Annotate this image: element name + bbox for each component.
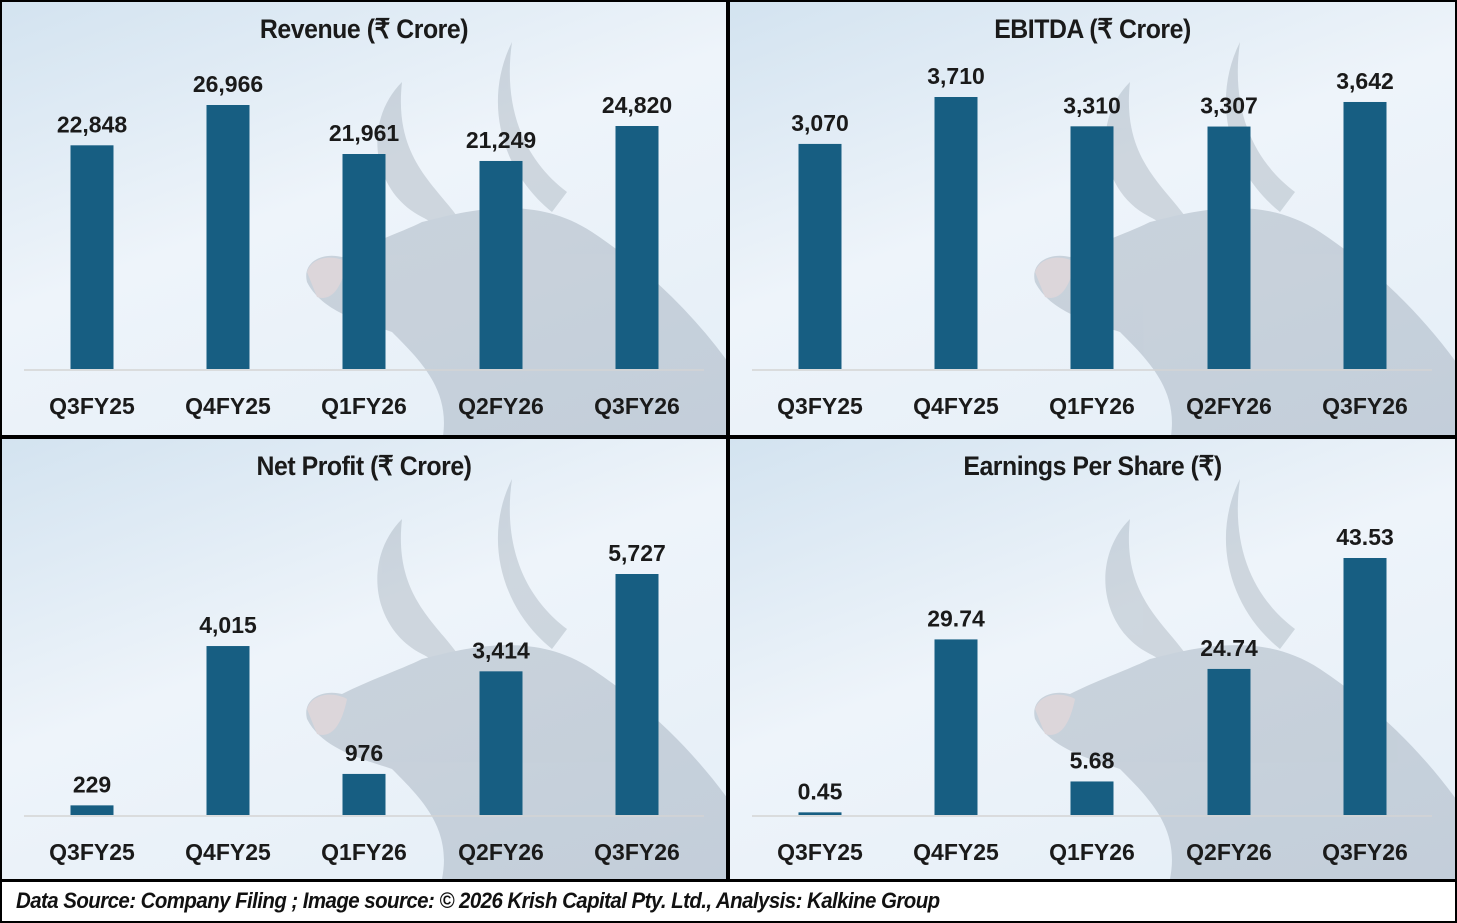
bar-eps-q3fy25 — [798, 812, 842, 815]
x-tick-label-q2fy26: Q2FY26 — [458, 839, 544, 865]
x-tick-label-q4fy25: Q4FY25 — [185, 839, 271, 865]
bar-net-profit-q3fy26 — [615, 574, 659, 815]
chart-svg-eps: 0.45 Q3FY25 29.74 Q4FY25 5.68 Q1FY26 24.74 Q2FY… — [752, 479, 1455, 879]
x-tick-label-q2fy26: Q2FY26 — [1186, 839, 1272, 865]
data-label-net-profit-q1fy26: 976 — [345, 740, 383, 766]
data-label-eps-q3fy26: 43.53 — [1336, 524, 1394, 550]
x-tick-label-q3fy25: Q3FY25 — [777, 393, 863, 419]
chart-title-revenue: Revenue (₹ Crore) — [259, 14, 469, 44]
bar-eps-q1fy26 — [1070, 781, 1114, 815]
data-label-net-profit-q3fy25: 229 — [73, 771, 111, 797]
data-label-ebitda-q3fy26: 3,642 — [1336, 68, 1394, 94]
data-label-ebitda-q1fy26: 3,310 — [1063, 92, 1121, 118]
x-tick-label-q1fy26: Q1FY26 — [321, 393, 407, 419]
bar-revenue-q1fy26 — [342, 153, 386, 369]
data-label-net-profit-q4fy25: 4,015 — [199, 612, 257, 638]
data-label-revenue-q3fy25: 22,848 — [57, 111, 128, 137]
chart-panel-ebitda: 3,070 Q3FY25 3,710 Q4FY25 3,310 Q1FY26 3,307 Q2… — [730, 2, 1455, 435]
chart-svg-ebitda: 3,070 Q3FY25 3,710 Q4FY25 3,310 Q1FY26 3,307 Q2… — [752, 42, 1455, 435]
x-tick-label-q3fy26: Q3FY26 — [1322, 393, 1408, 419]
bar-net-profit-q1fy26 — [342, 773, 386, 815]
bar-eps-q4fy25 — [934, 639, 978, 815]
chart-svg-net-profit: 229 Q3FY25 4,015 Q4FY25 976 Q1FY26 3,414 Q2FY26… — [24, 479, 726, 879]
x-tick-label-q1fy26: Q1FY26 — [1049, 839, 1135, 865]
chart-title-ebitda: EBITDA (₹ Crore) — [994, 14, 1191, 44]
data-label-net-profit-q2fy26: 3,414 — [472, 637, 530, 663]
x-tick-label-q4fy25: Q4FY25 — [185, 393, 271, 419]
bar-ebitda-q3fy25 — [798, 143, 842, 369]
bar-revenue-q4fy25 — [206, 105, 250, 369]
bar-ebitda-q1fy26 — [1070, 126, 1114, 370]
x-tick-label-q3fy25: Q3FY25 — [49, 393, 135, 419]
x-tick-label-q3fy26: Q3FY26 — [1322, 839, 1408, 865]
x-tick-label-q1fy26: Q1FY26 — [321, 839, 407, 865]
data-label-eps-q4fy25: 29.74 — [927, 605, 985, 631]
x-tick-label-q3fy26: Q3FY26 — [594, 839, 680, 865]
chart-panel-eps: 0.45 Q3FY25 29.74 Q4FY25 5.68 Q1FY26 24.74 Q2FY… — [730, 439, 1455, 879]
data-label-eps-q3fy25: 0.45 — [798, 778, 843, 804]
bar-revenue-q3fy25 — [70, 145, 114, 369]
data-label-revenue-q4fy25: 26,966 — [193, 71, 263, 97]
data-label-eps-q2fy26: 24.74 — [1200, 635, 1258, 661]
chart-title-net-profit: Net Profit (₹ Crore) — [256, 451, 472, 481]
x-tick-label-q4fy25: Q4FY25 — [913, 393, 999, 419]
x-tick-label-q3fy25: Q3FY25 — [777, 839, 863, 865]
data-label-revenue-q2fy26: 21,249 — [466, 127, 536, 153]
x-tick-label-q3fy26: Q3FY26 — [594, 393, 680, 419]
data-label-revenue-q1fy26: 21,961 — [329, 120, 400, 146]
bar-eps-q3fy26 — [1343, 558, 1387, 815]
x-tick-label-q3fy25: Q3FY25 — [49, 839, 135, 865]
bar-net-profit-q2fy26 — [479, 671, 523, 815]
x-tick-label-q4fy25: Q4FY25 — [913, 839, 999, 865]
chart-panel-net-profit: 229 Q3FY25 4,015 Q4FY25 976 Q1FY26 3,414 Q2FY26… — [2, 439, 726, 879]
bar-ebitda-q3fy26 — [1343, 101, 1387, 369]
bar-eps-q2fy26 — [1207, 668, 1251, 815]
data-label-ebitda-q4fy25: 3,710 — [927, 63, 985, 89]
x-tick-label-q1fy26: Q1FY26 — [1049, 393, 1135, 419]
chart-panel-revenue: 22,848 Q3FY25 26,966 Q4FY25 21,961 Q1FY26 21,2… — [2, 2, 726, 435]
footer-text: Data Source: Company Filing ; Image sour… — [16, 888, 940, 913]
x-tick-label-q2fy26: Q2FY26 — [1186, 393, 1272, 419]
bar-revenue-q2fy26 — [479, 160, 523, 369]
x-tick-label-q2fy26: Q2FY26 — [458, 393, 544, 419]
chart-svg-revenue: 22,848 Q3FY25 26,966 Q4FY25 21,961 Q1FY26 21,2… — [24, 42, 726, 435]
data-label-revenue-q3fy26: 24,820 — [602, 92, 672, 118]
bar-net-profit-q4fy25 — [206, 646, 250, 815]
data-label-ebitda-q2fy26: 3,307 — [1200, 93, 1258, 119]
data-label-eps-q1fy26: 5.68 — [1070, 747, 1115, 773]
bar-ebitda-q4fy25 — [934, 97, 978, 369]
chart-title-eps: Earnings Per Share (₹) — [963, 451, 1222, 481]
data-label-ebitda-q3fy25: 3,070 — [791, 110, 849, 136]
data-label-net-profit-q3fy26: 5,727 — [608, 540, 666, 566]
bar-ebitda-q2fy26 — [1207, 126, 1251, 370]
bar-net-profit-q3fy25 — [70, 805, 114, 815]
bar-revenue-q3fy26 — [615, 126, 659, 369]
footer-source-note: Data Source: Company Filing ; Image sour… — [2, 882, 1455, 921]
